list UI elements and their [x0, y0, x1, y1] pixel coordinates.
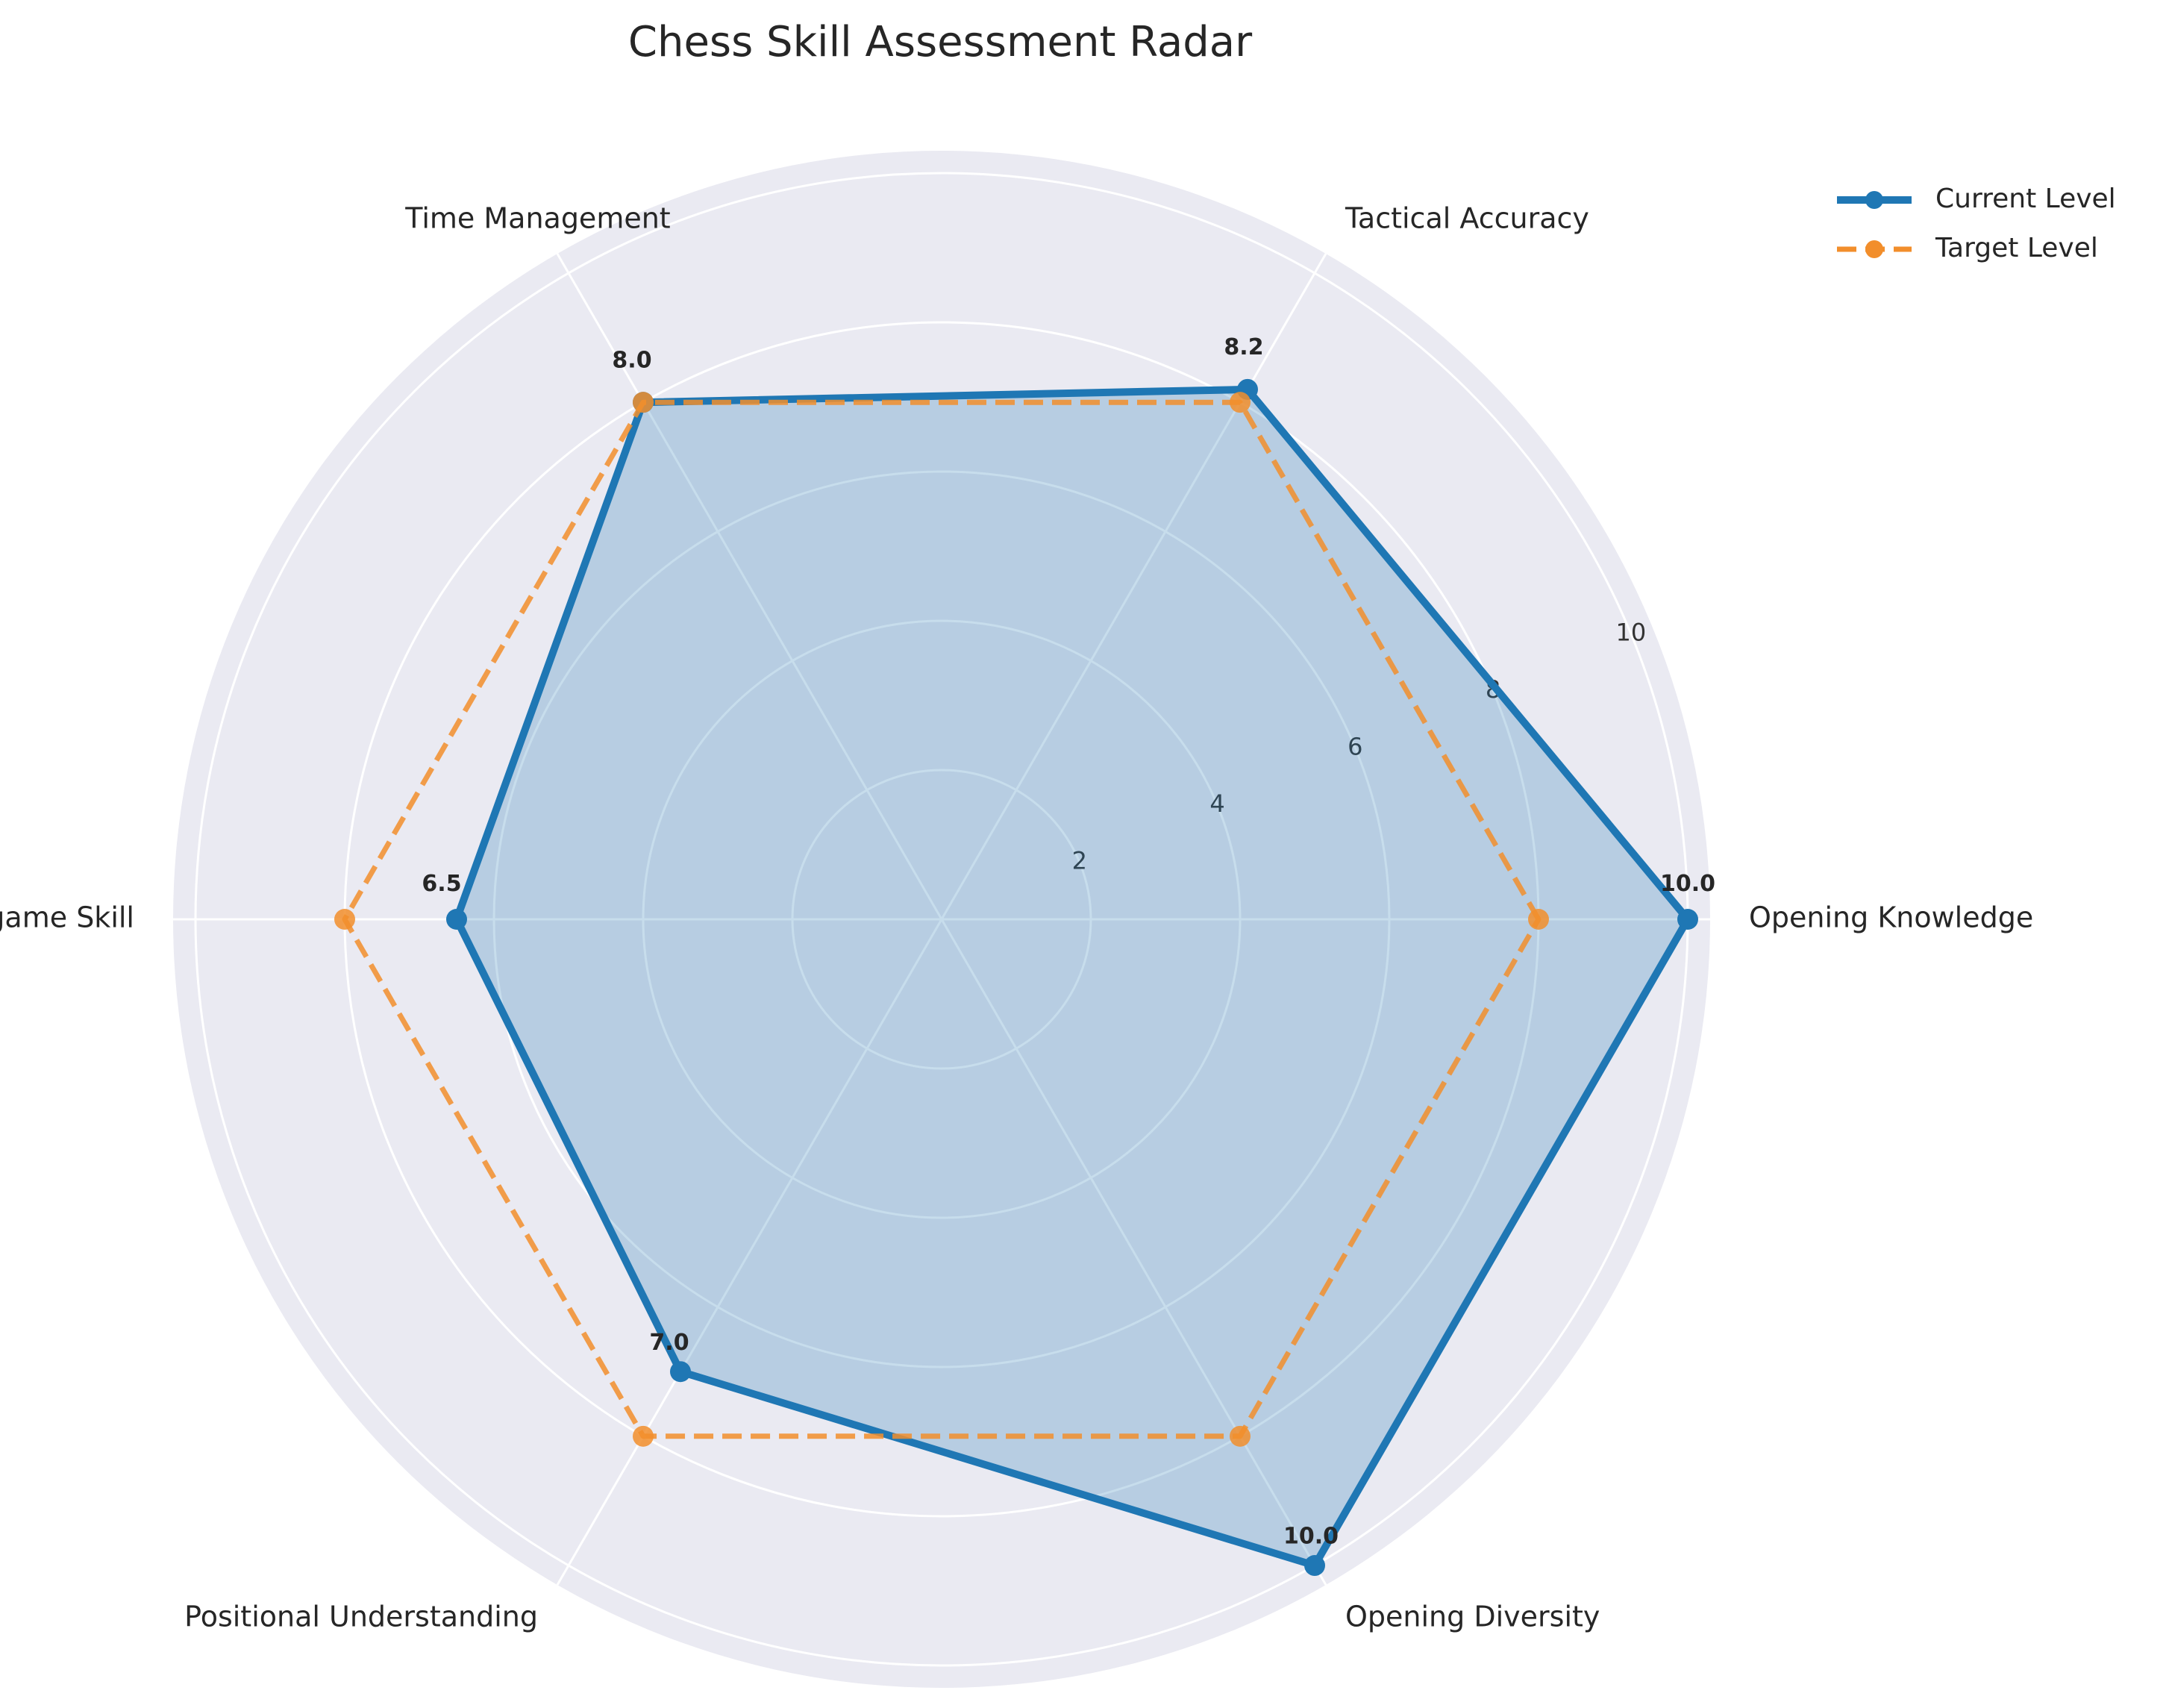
target-level-point: [1230, 1425, 1251, 1447]
chart-title: Chess Skill Assessment Radar: [628, 18, 1253, 66]
value-label: 6.5: [422, 871, 461, 897]
legend-label-current-level: Current Level: [1935, 184, 2116, 214]
value-label: 10.0: [1283, 1524, 1339, 1550]
category-label-opening-diversity: Opening Diversity: [1345, 1601, 1600, 1633]
category-label-positional-understanding: Positional Understanding: [184, 1601, 538, 1633]
radial-tick-label: 6: [1348, 732, 1362, 760]
value-label: 10.0: [1660, 871, 1715, 897]
category-label-endgame-skill: Endgame Skill: [0, 901, 134, 934]
radial-tick-label: 2: [1072, 846, 1087, 875]
current-level-point: [1304, 1555, 1325, 1577]
spoke-line: [940, 919, 1327, 1586]
category-label-time-management: Time Management: [404, 201, 670, 234]
target-level-point: [1230, 392, 1251, 413]
legend-marker-target-level: [1865, 240, 1883, 258]
spoke-line: [556, 919, 943, 1586]
value-label: 7.0: [649, 1330, 689, 1356]
radial-tick-label: 10: [1616, 618, 1647, 646]
target-level-point: [633, 392, 654, 413]
value-label: 8.0: [612, 348, 651, 374]
legend-marker-current-level: [1865, 191, 1883, 209]
category-label-tactical-accuracy: Tactical Accuracy: [1345, 201, 1589, 234]
target-level-point: [1528, 909, 1549, 930]
current-level-point: [670, 1361, 691, 1383]
value-label: 8.2: [1224, 334, 1263, 360]
spoke-line: [940, 253, 1327, 920]
target-level-point: [334, 909, 355, 930]
category-label-opening-knowledge: Opening Knowledge: [1749, 901, 2033, 934]
radial-tick-label: 4: [1209, 789, 1224, 818]
current-level-point: [446, 909, 467, 930]
current-level-area: [457, 389, 1688, 1565]
spoke-line: [556, 253, 943, 920]
current-level-point: [1677, 909, 1698, 930]
legend: Current Level Target Level: [1837, 184, 2116, 263]
legend-label-target-level: Target Level: [1935, 233, 2098, 263]
target-level-point: [633, 1425, 654, 1447]
